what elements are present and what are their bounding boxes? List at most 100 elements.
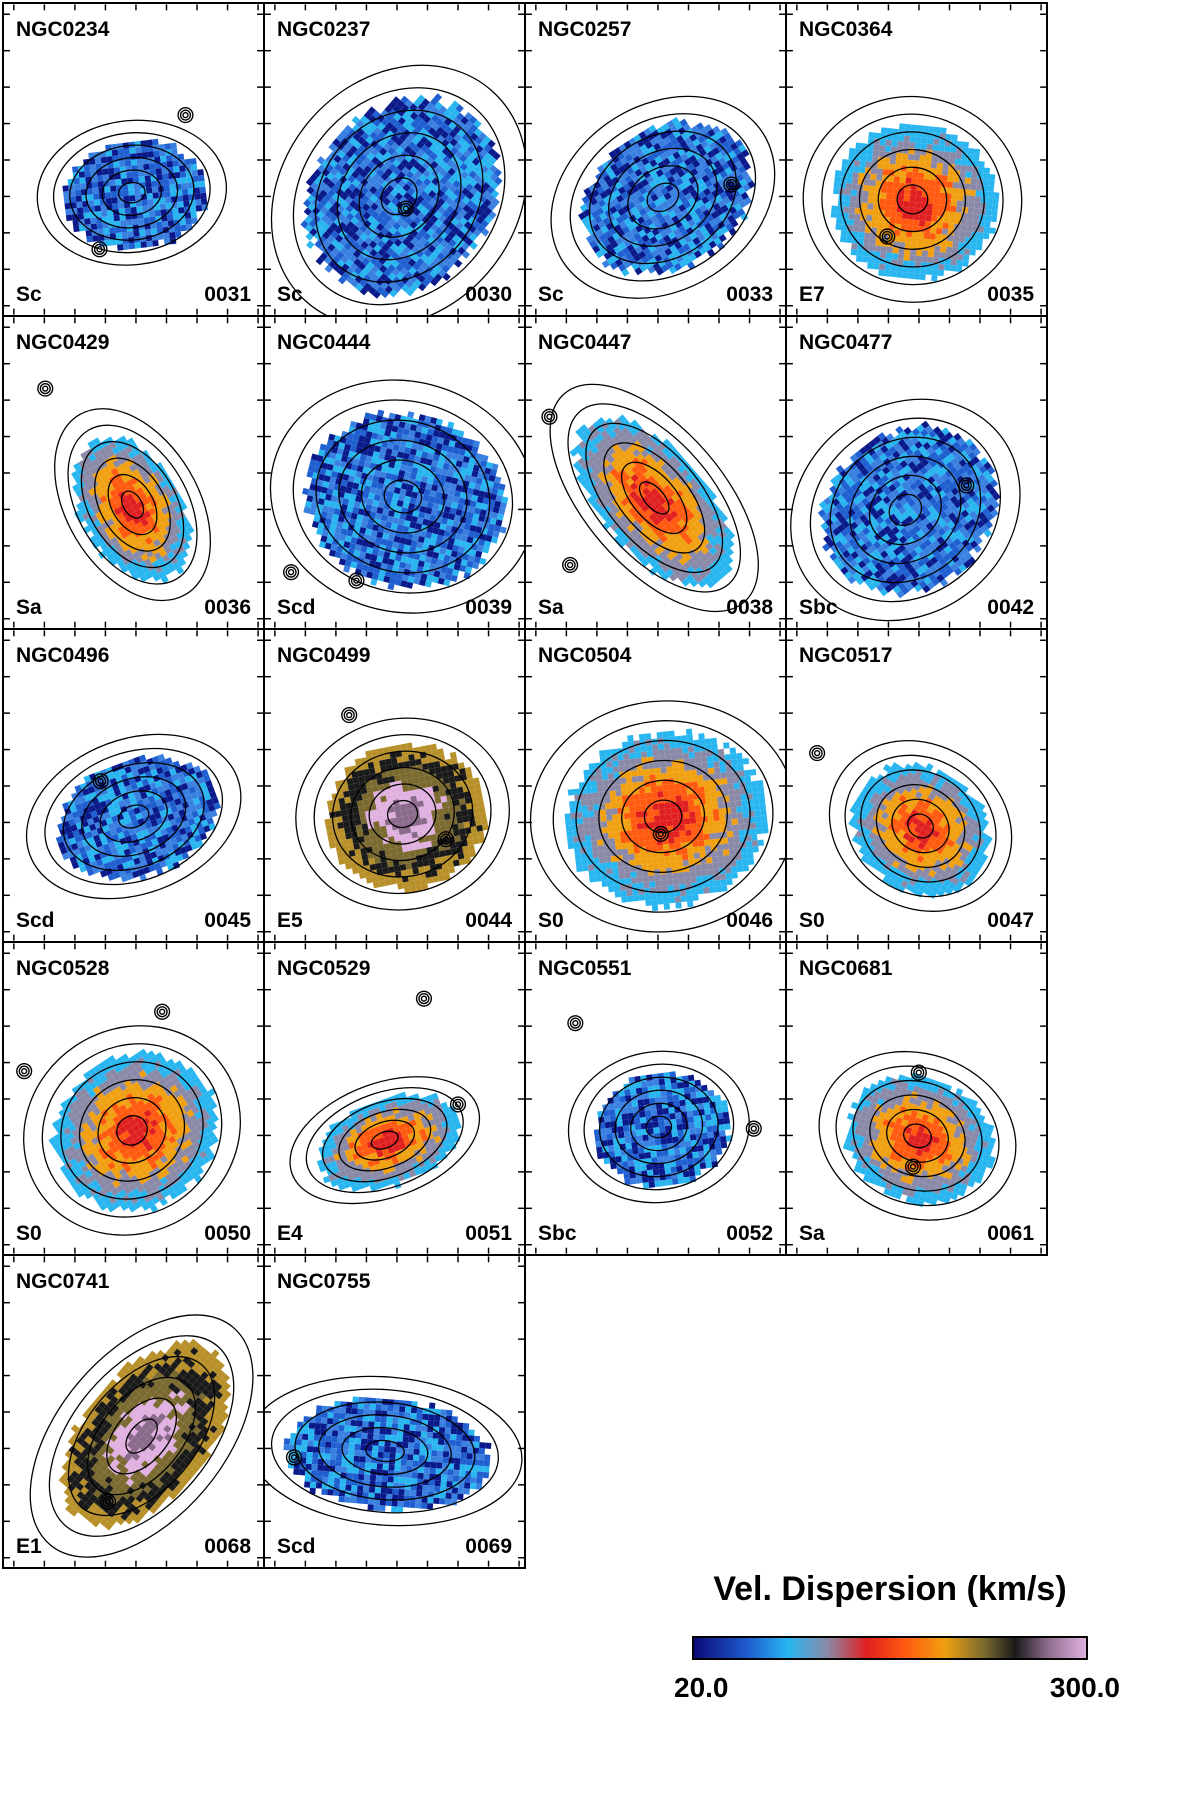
spaxel <box>393 511 401 519</box>
spaxel <box>320 206 329 215</box>
spaxel <box>439 168 448 177</box>
spaxel <box>332 138 341 147</box>
spaxel <box>344 511 353 519</box>
spaxel <box>877 537 886 546</box>
star-contour <box>566 561 574 569</box>
spaxel <box>376 433 385 442</box>
spaxel <box>903 141 910 148</box>
spaxel <box>410 564 418 572</box>
spaxel <box>665 568 674 578</box>
spaxel <box>680 174 689 183</box>
spaxel <box>176 566 185 575</box>
spaxel <box>434 218 443 228</box>
spaxel <box>896 265 903 272</box>
spaxel <box>614 160 624 169</box>
spaxel <box>461 461 469 469</box>
spaxel <box>658 496 667 506</box>
spaxel <box>868 439 877 448</box>
spaxel <box>892 585 902 594</box>
spaxel <box>657 237 667 247</box>
spaxel <box>887 492 896 501</box>
spaxel <box>375 151 384 161</box>
spaxel <box>602 238 611 247</box>
spaxel <box>143 523 152 532</box>
spaxel <box>322 480 330 489</box>
spaxel <box>410 491 419 499</box>
spaxel <box>107 531 116 540</box>
spaxel <box>847 218 855 226</box>
spaxel <box>436 243 445 253</box>
spaxel <box>954 529 963 539</box>
spaxel <box>862 451 871 460</box>
spaxel <box>964 242 971 250</box>
spaxel <box>620 498 629 507</box>
spaxel <box>455 533 463 541</box>
spaxel <box>931 209 939 217</box>
spaxel <box>624 502 633 512</box>
spaxel <box>908 207 915 214</box>
spaxel <box>900 451 909 461</box>
spaxel <box>131 468 141 478</box>
spaxel <box>116 190 124 198</box>
spaxel <box>742 162 751 171</box>
spaxel <box>316 528 324 536</box>
spaxel <box>928 535 937 544</box>
spaxel <box>94 205 102 212</box>
spaxel <box>453 133 462 143</box>
spaxel <box>379 264 388 274</box>
spaxel <box>443 234 453 244</box>
spaxel <box>670 493 680 503</box>
spaxel <box>495 494 503 503</box>
spaxel <box>159 514 168 523</box>
spaxel <box>919 214 926 221</box>
galaxy-name: NGC0477 <box>799 331 893 354</box>
spaxel <box>406 532 414 541</box>
spaxel <box>890 211 897 218</box>
spaxel <box>124 548 133 558</box>
spaxel <box>738 144 747 153</box>
spaxel <box>649 559 658 568</box>
spaxel <box>404 216 414 226</box>
spaxel <box>905 553 914 562</box>
spaxel <box>942 456 951 466</box>
spaxel <box>713 542 722 552</box>
spaxel <box>494 500 502 508</box>
spaxel <box>329 500 337 509</box>
spaxel <box>394 578 402 586</box>
star-contour <box>39 382 51 395</box>
spaxel <box>626 477 635 487</box>
spaxel <box>423 488 432 496</box>
spaxel <box>912 524 922 534</box>
spaxel <box>163 232 170 240</box>
spaxel <box>704 201 713 210</box>
spaxel <box>846 554 855 563</box>
spaxel <box>969 510 978 519</box>
spaxel <box>665 514 674 523</box>
spaxel <box>152 192 160 199</box>
spaxel <box>135 521 144 530</box>
spaxel <box>918 220 926 227</box>
spaxel <box>948 223 955 230</box>
spaxel <box>700 546 709 555</box>
spaxel <box>415 474 423 482</box>
spaxel <box>317 164 326 173</box>
spaxel <box>629 482 639 491</box>
spaxel <box>466 199 475 209</box>
spaxel <box>955 521 964 530</box>
spaxel <box>984 215 992 222</box>
spaxel <box>874 191 881 199</box>
spaxel <box>627 452 637 462</box>
spaxel <box>74 183 81 191</box>
spaxel <box>693 151 702 160</box>
spaxel <box>419 432 428 440</box>
spaxel <box>153 552 162 561</box>
spaxel <box>312 206 321 216</box>
spaxel <box>411 191 420 200</box>
spaxel <box>600 246 609 255</box>
spaxel <box>437 197 446 207</box>
spaxel <box>885 199 892 206</box>
isophote-contour <box>338 439 468 554</box>
spaxel <box>142 205 149 213</box>
spaxel <box>459 154 468 163</box>
spaxel <box>384 105 393 114</box>
